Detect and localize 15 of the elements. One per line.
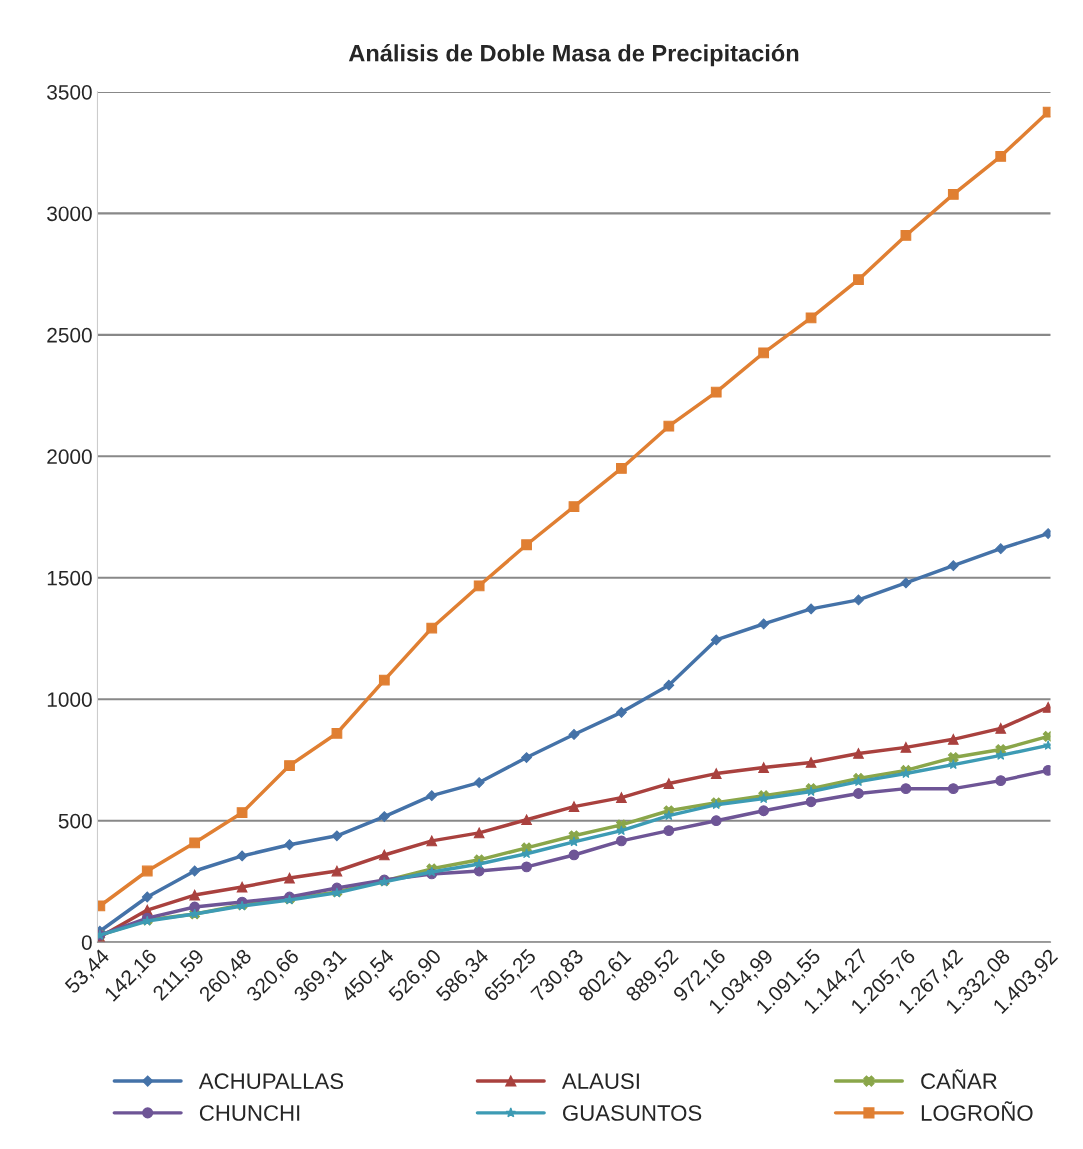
y-tick-label: 500 <box>58 813 92 829</box>
legend-label: LOGROÑO <box>921 1101 1033 1121</box>
chart-title: Análisis de Doble Masa de Precipitación <box>348 44 799 67</box>
y-tick-label: 1000 <box>47 692 92 707</box>
legend-label: CHUNCHI <box>199 1105 300 1121</box>
legend-label: ALAUSI <box>561 1073 639 1090</box>
y-tick-label: 0 <box>81 935 92 950</box>
y-tick-label: 3000 <box>47 206 92 222</box>
legend-label: CAÑAR <box>921 1069 997 1090</box>
legend-label: ACHUPALLAS <box>198 1073 344 1090</box>
legend-label: GUASUNTOS <box>563 1105 702 1121</box>
y-tick-label: 3500 <box>47 84 92 100</box>
y-tick-label: 2000 <box>47 449 92 465</box>
y-tick-label: 1500 <box>47 570 92 586</box>
y-tick-label: 2500 <box>47 327 92 343</box>
